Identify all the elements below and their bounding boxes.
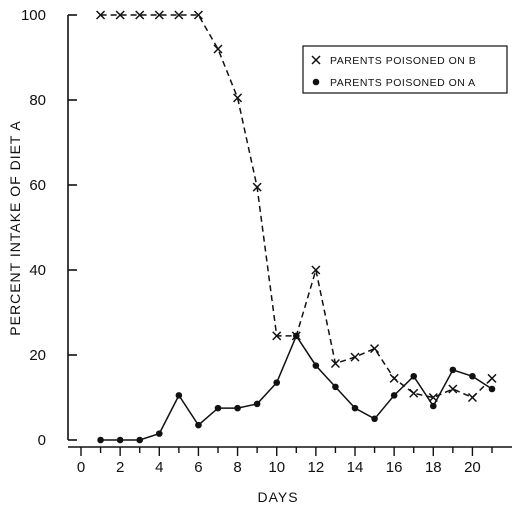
data-point-s0-day7 — [213, 44, 223, 54]
data-point-s1-day12 — [312, 362, 320, 369]
legend-entry-parents-poisoned-on-b: PARENTS POISONED ON B — [311, 55, 476, 67]
data-point-s0-day10 — [272, 331, 282, 341]
data-point-s1-day11 — [292, 332, 300, 340]
data-point-s1-day19 — [449, 366, 457, 374]
data-point-s0-day19 — [448, 384, 458, 394]
data-point-s1-day21 — [488, 385, 496, 393]
data-point-s0-day21 — [487, 373, 497, 383]
data-point-s1-day4 — [155, 430, 163, 437]
data-point-s1-day17 — [410, 372, 418, 380]
data-point-s1-day15 — [371, 415, 378, 423]
data-point-s0-day6 — [193, 10, 203, 20]
x-tick-label-8: 8 — [233, 459, 241, 476]
legend-marker-parents-poisoned-on-a — [312, 78, 320, 86]
y-tick-label-0: 0 — [38, 432, 46, 449]
data-point-s1-day7 — [214, 404, 222, 412]
data-point-s0-day17 — [409, 388, 419, 398]
y-axis: 0 20 40 60 80 100 — [21, 7, 77, 449]
legend: PARENTS POISONED ON B PARENTS POISONED O… — [302, 45, 508, 94]
data-point-s1-day9 — [253, 400, 261, 408]
data-point-s1-day20 — [469, 372, 476, 380]
legend-marker-parents-poisoned-on-b — [311, 55, 321, 65]
data-point-s0-day3 — [135, 10, 145, 20]
data-point-s1-day3 — [136, 436, 144, 444]
x-axis: 0 2 4 6 8 10 12 14 16 18 20 — [68, 446, 512, 476]
x-tick-label-2: 2 — [116, 459, 124, 476]
data-point-s1-day1 — [97, 436, 104, 444]
data-point-s1-day14 — [351, 404, 359, 412]
data-point-s0-day12 — [311, 265, 321, 275]
series-parents-poisoned-on-a — [97, 332, 496, 444]
data-point-s1-day6 — [195, 421, 202, 429]
data-point-s0-day8 — [233, 93, 243, 103]
data-point-s0-day1 — [96, 10, 106, 20]
x-tick-label-16: 16 — [386, 459, 403, 476]
y-tick-label-40: 40 — [29, 262, 46, 279]
data-point-s0-day16 — [389, 373, 399, 383]
x-tick-label-10: 10 — [268, 459, 285, 476]
data-point-s0-day2 — [115, 10, 125, 20]
y-axis-title: PERCENT INTAKE OF DIET A — [7, 120, 23, 335]
data-point-s0-day14 — [350, 352, 360, 362]
series-layer — [96, 10, 497, 444]
y-tick-label-20: 20 — [29, 347, 46, 364]
y-tick-label-80: 80 — [29, 92, 46, 109]
data-point-s0-day15 — [370, 344, 380, 354]
x-tick-label-18: 18 — [425, 459, 442, 476]
legend-label-parents-poisoned-on-a: PARENTS POISONED ON A — [330, 77, 476, 89]
x-tick-label-12: 12 — [308, 459, 325, 476]
x-tick-label-4: 4 — [155, 459, 163, 476]
y-tick-label-60: 60 — [29, 177, 46, 194]
data-point-s1-day16 — [390, 392, 398, 399]
data-point-s0-day4 — [154, 10, 164, 20]
x-tick-label-14: 14 — [347, 459, 364, 476]
x-tick-label-6: 6 — [194, 459, 202, 476]
x-axis-title: DAYS — [257, 489, 298, 505]
data-point-s0-day5 — [174, 10, 184, 20]
y-tick-label-100: 100 — [21, 7, 46, 24]
data-point-s0-day20 — [467, 392, 477, 403]
legend-label-parents-poisoned-on-b: PARENTS POISONED ON B — [330, 55, 476, 67]
x-tick-label-20: 20 — [464, 459, 481, 476]
data-point-s1-day8 — [234, 404, 241, 412]
legend-box — [302, 45, 508, 94]
data-point-s1-day18 — [429, 402, 437, 410]
data-point-s1-day10 — [273, 379, 281, 386]
legend-entry-parents-poisoned-on-a: PARENTS POISONED ON A — [312, 77, 476, 89]
series-line-1 — [100, 334, 493, 441]
data-point-s1-day13 — [332, 383, 339, 391]
data-point-s0-day9 — [252, 182, 262, 192]
data-point-s1-day5 — [175, 392, 183, 399]
data-point-s1-day2 — [116, 436, 124, 444]
x-tick-label-0: 0 — [77, 459, 85, 476]
data-point-s0-day13 — [330, 358, 340, 369]
